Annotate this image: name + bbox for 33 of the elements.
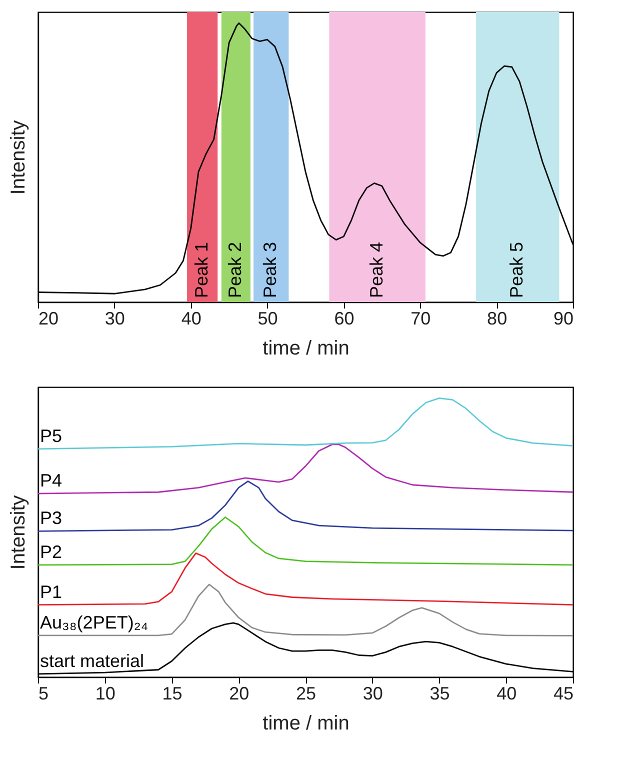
x-tick-label: 60: [334, 308, 354, 328]
x-tick-label: 10: [95, 684, 116, 704]
series-label: start material: [40, 650, 144, 671]
x-tick-label: 5: [38, 684, 49, 704]
band-label: Peak 1: [191, 242, 212, 298]
x-tick-label: 30: [362, 684, 383, 704]
x-tick-label: 90: [553, 308, 574, 328]
x-tick-label: 20: [229, 684, 250, 704]
x-axis-title: time / min: [262, 338, 350, 360]
x-axis-title: time / min: [262, 712, 350, 734]
x-tick-label: 80: [487, 308, 508, 328]
series-label: P1: [40, 582, 62, 602]
x-tick-label: 50: [258, 308, 278, 328]
band-label: Peak 3: [260, 242, 280, 298]
series-label: P3: [40, 508, 62, 528]
x-tick-label: 20: [38, 308, 59, 328]
x-tick-label: 40: [181, 308, 202, 328]
series-label: P5: [40, 426, 62, 446]
band-label: Peak 4: [366, 242, 386, 298]
y-axis-title: Intensity: [8, 120, 30, 195]
x-tick-label: 45: [553, 684, 574, 704]
series-label: P4: [40, 470, 62, 491]
x-tick-label: 15: [162, 684, 182, 704]
x-tick-label: 30: [104, 308, 125, 328]
series-label: Au₃₈(2PET)₂₄: [40, 612, 148, 632]
x-tick-label: 70: [410, 308, 431, 328]
series-label: P2: [40, 542, 62, 562]
y-axis-title: Intensity: [8, 495, 30, 570]
x-tick-label: 35: [430, 684, 450, 704]
x-tick-label: 40: [496, 684, 517, 704]
x-tick-label: 25: [296, 684, 316, 704]
band-label: Peak 5: [506, 242, 527, 298]
band-label: Peak 2: [224, 242, 245, 298]
